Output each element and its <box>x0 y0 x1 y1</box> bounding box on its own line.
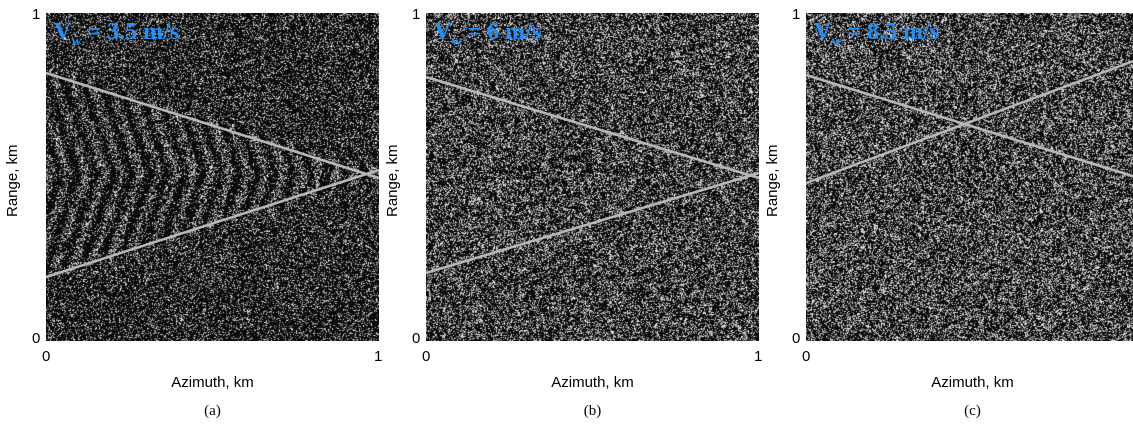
x-tick-max: 1 <box>754 348 763 365</box>
wake-line-upper <box>425 75 760 180</box>
sar-image-a: Vw = 3.5 m/s <box>45 13 380 341</box>
wake-line-lower <box>45 168 380 279</box>
wake-lines-a <box>45 71 380 279</box>
y-tick-min: 0 <box>792 330 801 347</box>
wind-speed-label: Vw = 8.5 m/s <box>814 19 940 49</box>
x-axis-label: Azimuth, km <box>931 374 1014 391</box>
wind-speed-label: Vw = 6 m/s <box>434 19 542 49</box>
y-tick-max: 1 <box>412 6 421 23</box>
panel-c: Vw = 8.5 m/s 1 0 Range, km 0 Azimuth, km… <box>760 0 1133 428</box>
x-tick-min: 0 <box>802 348 811 365</box>
y-axis-label: Range, km <box>764 144 781 217</box>
panel-caption: (c) <box>964 403 981 419</box>
x-axis-label: Azimuth, km <box>551 374 634 391</box>
y-tick-min: 0 <box>412 330 421 347</box>
y-axis-label: Range, km <box>4 144 21 217</box>
sea-clutter-image-b <box>426 13 759 341</box>
panel-a: Vw = 3.5 m/s 1 0 Range, km 0 1 Azimuth, … <box>0 0 382 428</box>
wake-line-lower <box>425 171 760 275</box>
wake-line-upper <box>805 73 1133 178</box>
panel-caption: (a) <box>204 403 221 419</box>
wake-lines-b <box>425 75 760 275</box>
y-tick-max: 1 <box>32 6 41 23</box>
x-axis-label: Azimuth, km <box>171 374 254 391</box>
x-tick-max: 1 <box>374 348 383 365</box>
sar-image-c: Vw = 8.5 m/s <box>805 13 1133 341</box>
sea-clutter-image-c <box>806 13 1133 341</box>
y-tick-min: 0 <box>32 330 41 347</box>
x-tick-min: 0 <box>42 348 51 365</box>
y-axis-label: Range, km <box>384 144 401 217</box>
wind-speed-label: Vw = 3.5 m/s <box>54 19 180 49</box>
sea-clutter-image-a <box>46 13 379 341</box>
wake-lines-c <box>805 59 1133 185</box>
panel-caption: (b) <box>583 403 602 419</box>
y-tick-max: 1 <box>792 6 801 23</box>
wake-line-lower <box>805 59 1133 185</box>
wake-line-upper <box>45 71 380 180</box>
x-tick-min: 0 <box>422 348 431 365</box>
panel-b: Vw = 6 m/s 1 0 Range, km 0 1 Azimuth, km… <box>380 0 762 428</box>
sar-image-b: Vw = 6 m/s <box>425 13 760 341</box>
